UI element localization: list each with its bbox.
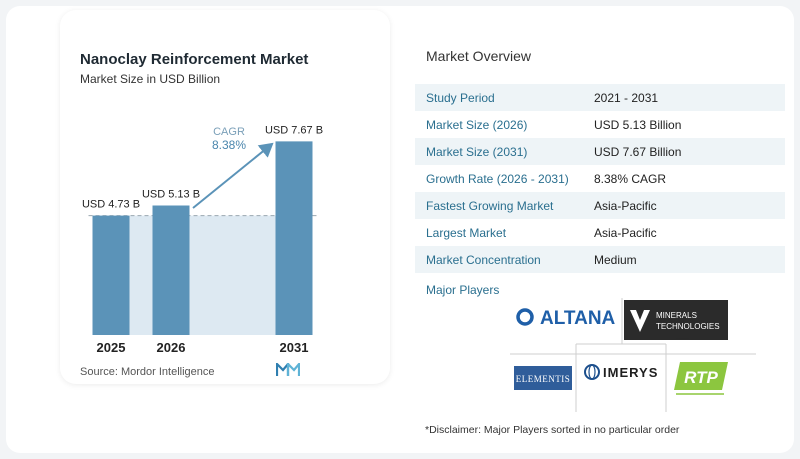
row-label: Market Concentration xyxy=(426,253,541,267)
row-label: Largest Market xyxy=(426,226,507,240)
overview-row: Market Size (2031) USD 7.67 Billion xyxy=(415,138,785,165)
row-label: Fastest Growing Market xyxy=(426,199,554,213)
row-label: Market Size (2026) xyxy=(426,118,528,132)
overview-row: Largest Market Asia-Pacific xyxy=(415,219,785,246)
minerals-technologies-name: MINERALS TECHNOLOGIES xyxy=(676,337,690,340)
row-value: USD 7.67 Billion xyxy=(594,145,682,159)
cagr-label: CAGR xyxy=(213,126,245,138)
row-value: USD 5.13 Billion xyxy=(594,118,682,132)
overview-row: Growth Rate (2026 - 2031) 8.38% CAGR xyxy=(415,165,785,192)
mordor-intelligence-logo xyxy=(276,363,300,376)
x-tick-2031: 2031 xyxy=(280,340,309,355)
svg-text:TECHNOLOGIES: TECHNOLOGIES xyxy=(656,322,720,331)
overview-title: Market Overview xyxy=(426,48,532,64)
imerys-logo: IMERYS xyxy=(584,364,658,380)
major-players-logos: ALTANA MINERALS TECHNOLOGIES MINERALS TE… xyxy=(510,298,756,412)
rtp-logo: RTP xyxy=(674,362,728,395)
major-players-label: Major Players xyxy=(426,283,500,297)
data-label-2031: USD 7.67 B xyxy=(265,124,323,136)
elementis-logo-text: ELEMENTIS xyxy=(516,374,571,384)
imerys-logo-text: IMERYS xyxy=(603,365,658,380)
chart-title: Nanoclay Reinforcement Market xyxy=(80,51,309,68)
row-value: 8.38% CAGR xyxy=(594,172,667,186)
data-label-2025: USD 4.73 B xyxy=(82,199,140,211)
data-label-2026: USD 5.13 B xyxy=(142,188,200,200)
row-value: 2021 - 2031 xyxy=(594,91,659,105)
chart-subtitle: Market Size in USD Billion xyxy=(80,72,221,86)
row-value: Medium xyxy=(594,253,637,267)
overview-row: Market Size (2026) USD 5.13 Billion xyxy=(415,111,785,138)
cagr-value: 8.38% xyxy=(212,138,246,152)
bar-2031 xyxy=(275,141,313,335)
overview-row: Fastest Growing Market Asia-Pacific xyxy=(415,192,785,219)
bar-2025 xyxy=(92,215,130,335)
x-tick-2025: 2025 xyxy=(97,340,126,355)
bar-2026 xyxy=(152,205,190,335)
altana-logo: ALTANA xyxy=(516,308,616,329)
minerals-technologies-logo: MINERALS TECHNOLOGIES MINERALS TECHNOLOG… xyxy=(624,300,728,340)
rtp-logo-text: RTP xyxy=(684,368,718,387)
row-label: Market Size (2031) xyxy=(426,145,528,159)
overview-row: Study Period 2021 - 2031 xyxy=(415,84,785,111)
cagr-arrow xyxy=(192,142,274,209)
x-tick-2026: 2026 xyxy=(157,340,186,355)
altana-logo-text: ALTANA xyxy=(540,308,616,329)
row-label: Study Period xyxy=(426,91,495,105)
source-note: Source: Mordor Intelligence xyxy=(80,366,215,378)
row-value: Asia-Pacific xyxy=(594,199,657,213)
svg-text:MINERALS: MINERALS xyxy=(656,311,697,320)
row-label: Growth Rate (2026 - 2031) xyxy=(426,172,569,186)
overview-row: Market Concentration Medium xyxy=(415,246,785,273)
disclaimer: *Disclaimer: Major Players sorted in no … xyxy=(425,424,680,436)
row-value: Asia-Pacific xyxy=(594,226,657,240)
elementis-logo: ELEMENTIS xyxy=(514,366,572,390)
